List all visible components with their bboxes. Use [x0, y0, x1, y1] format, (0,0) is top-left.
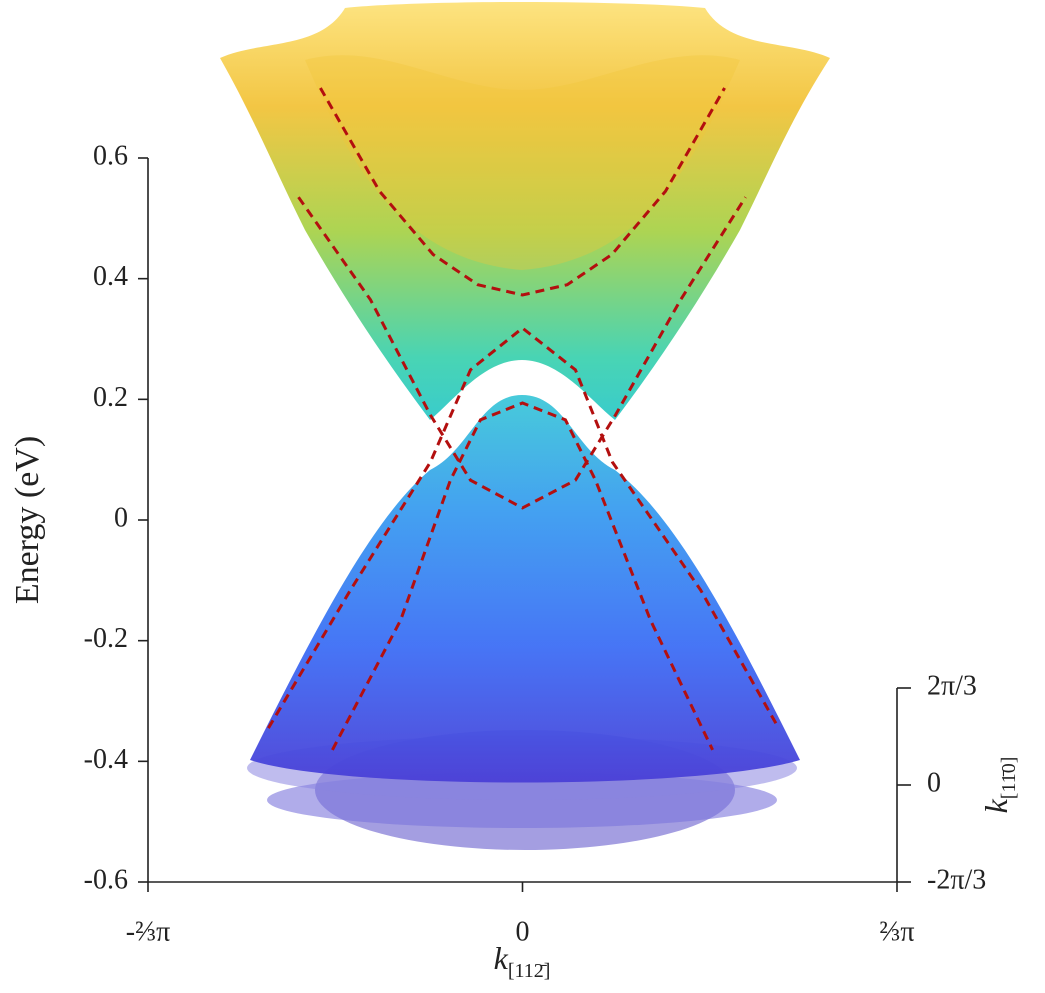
- z-axis-label-sub: [11̄0]: [998, 757, 1020, 800]
- surfaces: [220, 2, 830, 850]
- dashed-band-line: [319, 87, 726, 297]
- y-tick-label: 0: [114, 502, 128, 533]
- surface-lower: [250, 395, 800, 783]
- y-tick-label: -0.4: [84, 744, 128, 775]
- y-axis-label: Energy (eV): [9, 436, 46, 604]
- y-tick-label: 0.2: [93, 382, 128, 413]
- x-tick-label: ⅔π: [879, 916, 914, 947]
- y-tick-label: 0.4: [93, 261, 128, 292]
- surface-upper-inner: [305, 55, 740, 271]
- z-tick-label: 2π/3: [927, 670, 977, 701]
- y-tick-label: 0.6: [93, 140, 128, 171]
- surface-upper: [220, 2, 830, 420]
- x-tick-label: 0: [516, 916, 530, 947]
- z-tick-label: 0: [927, 767, 941, 798]
- x-axis-label-sub: [112̄]: [508, 960, 551, 982]
- x-tick-label: -⅔π: [126, 916, 170, 947]
- dashed-band-line: [331, 401, 714, 751]
- z-axis-label: k[11̄0]: [978, 757, 1019, 814]
- x-axis-label-main: k: [494, 940, 509, 976]
- y-tick-label: -0.6: [84, 864, 128, 895]
- z-tick-label: -2π/3: [927, 864, 986, 895]
- x-axis-label: k[112̄]: [494, 940, 551, 981]
- z-axis-label-main: k: [978, 798, 1014, 813]
- dashed-band-line: [297, 196, 747, 510]
- y-tick-label: -0.2: [84, 623, 128, 654]
- dashed-band-line: [267, 326, 780, 729]
